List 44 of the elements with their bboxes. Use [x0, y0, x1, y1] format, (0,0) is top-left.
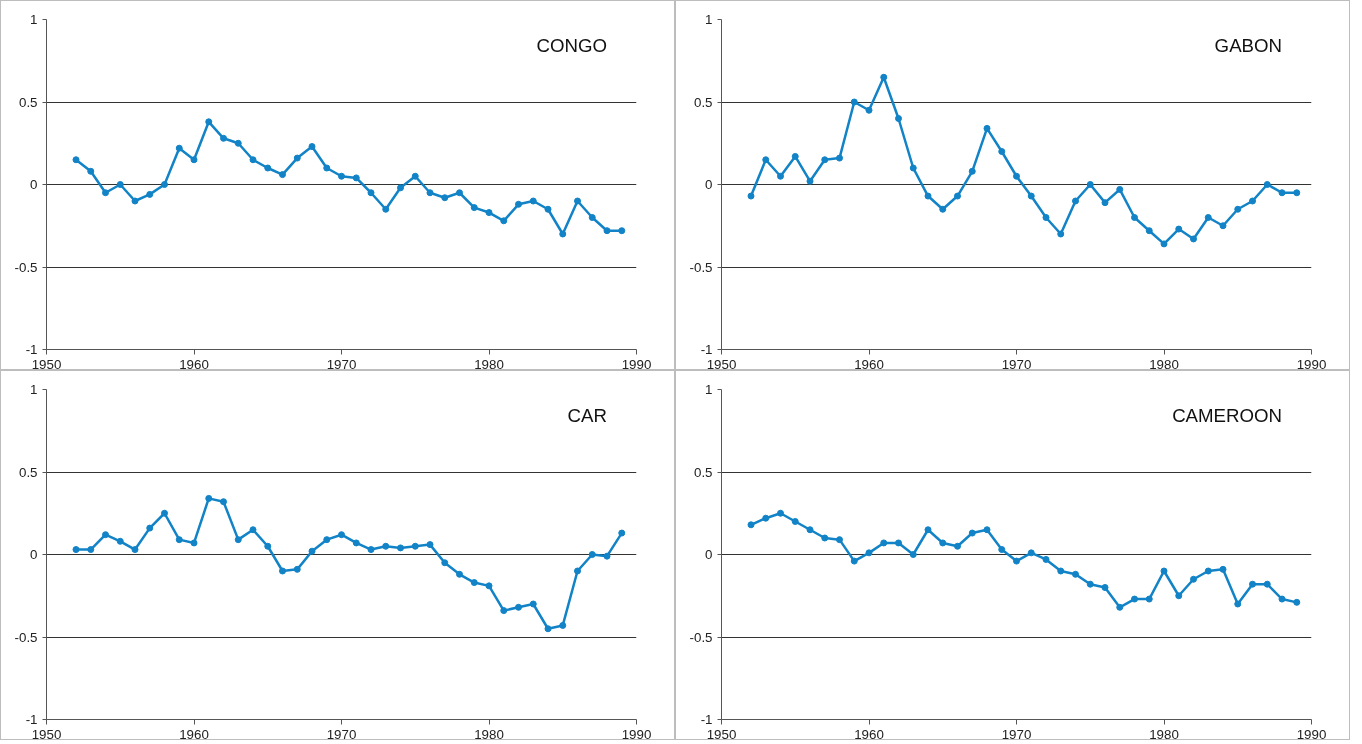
y-tick-label: -1 [25, 342, 38, 357]
y-tick-label: 0.5 [18, 464, 38, 480]
y-tick-label: 1 [705, 12, 713, 27]
text: CAR [567, 405, 607, 427]
x-tick-label: 1960 [179, 726, 209, 742]
y-tick-label: -1 [700, 712, 713, 727]
y-tick-label: -0.5 [689, 629, 713, 645]
y-tick-label: -0.5 [14, 259, 38, 275]
y-tick-label: 0 [30, 177, 38, 192]
x-tick-label: 1960 [179, 356, 209, 372]
x-tick-label: 1960 [854, 726, 884, 742]
text: CAMEROON [1172, 405, 1283, 427]
text: CONGO [536, 35, 607, 57]
text: GABON [1214, 35, 1283, 57]
y-tick-label: -1 [700, 342, 713, 357]
y-tick-label: 1 [705, 382, 713, 397]
x-tick-label: 1970 [326, 356, 357, 372]
x-tick-label: 1980 [1149, 356, 1179, 372]
x-tick-label: 1990 [1296, 726, 1327, 742]
y-tick-label: 0 [30, 547, 38, 562]
y-tick-label: 0.5 [18, 94, 38, 110]
y-tick-label: 1 [30, 12, 38, 27]
x-tick-label: 1990 [621, 356, 652, 372]
x-tick-label: 1950 [706, 726, 737, 742]
y-tick-label: 0.5 [693, 94, 713, 110]
x-tick-label: 1990 [1296, 356, 1327, 372]
y-tick-label: -0.5 [14, 629, 38, 645]
x-tick-label: 1950 [31, 356, 62, 372]
x-tick-label: 1980 [474, 356, 504, 372]
y-tick-label: -0.5 [689, 259, 713, 275]
y-tick-label: 0.5 [693, 464, 713, 480]
x-tick-label: 1960 [854, 356, 884, 372]
y-tick-label: -1 [25, 712, 38, 727]
x-tick-label: 1970 [326, 726, 357, 742]
x-tick-label: 1980 [474, 726, 504, 742]
x-tick-label: 1970 [1001, 726, 1032, 742]
y-tick-label: 0 [705, 547, 713, 562]
y-tick-label: 0 [705, 177, 713, 192]
x-tick-label: 1950 [31, 726, 62, 742]
x-tick-label: 1980 [1149, 726, 1179, 742]
x-tick-label: 1950 [706, 356, 737, 372]
x-tick-label: 1990 [621, 726, 652, 742]
x-tick-label: 1970 [1001, 356, 1032, 372]
y-tick-label: 1 [30, 382, 38, 397]
